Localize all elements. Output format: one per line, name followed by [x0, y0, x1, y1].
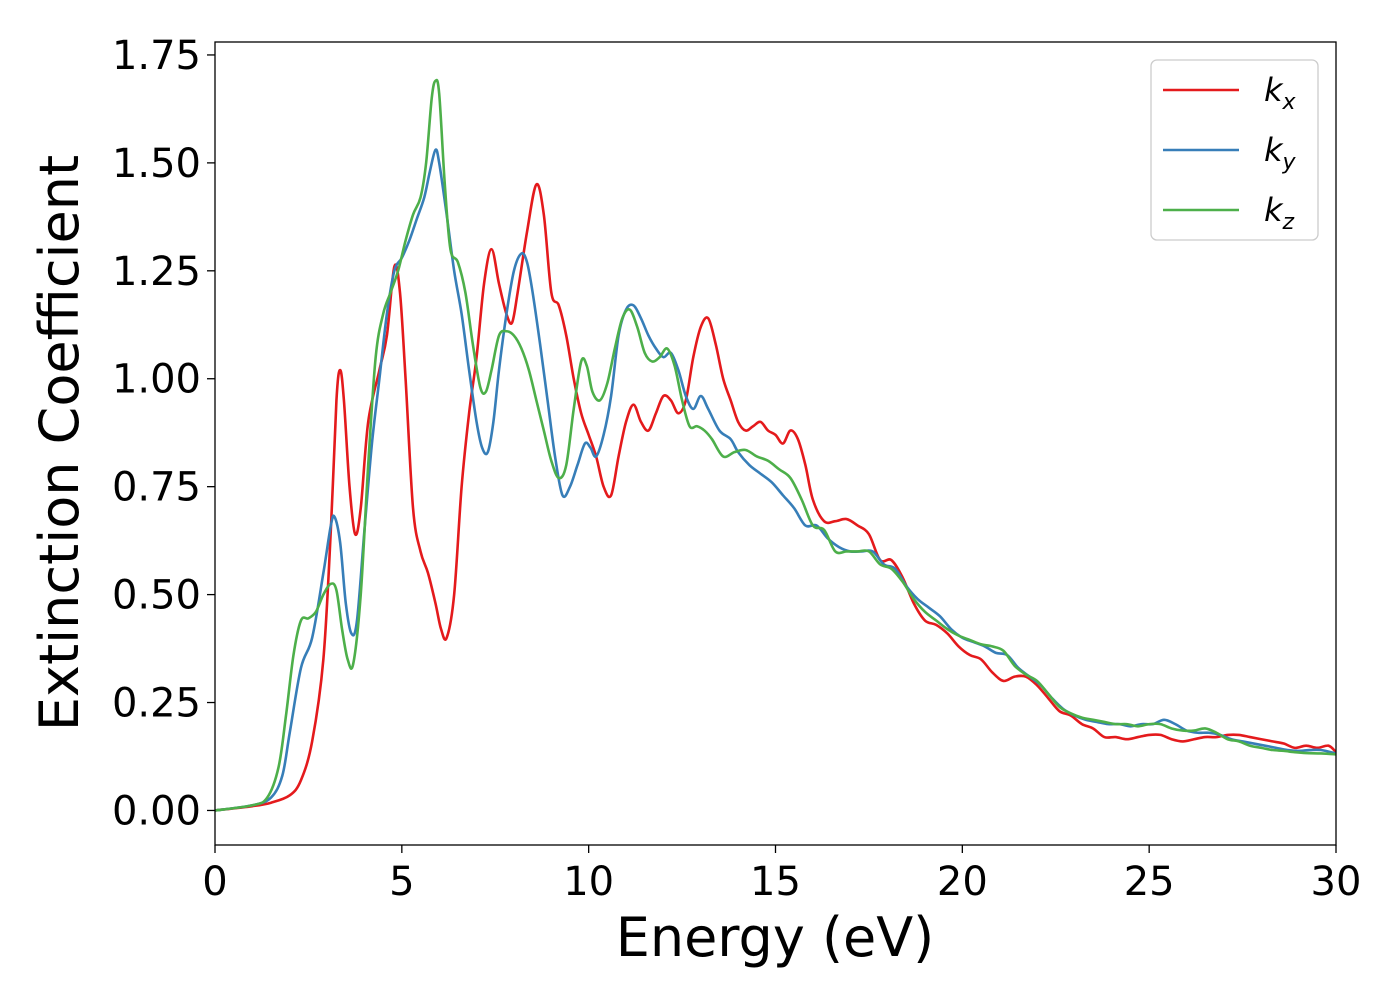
- x-tick-label: 20: [937, 859, 988, 905]
- x-axis-title: Energy (eV): [616, 906, 935, 969]
- series-line-k-z: [215, 78, 1336, 812]
- y-axis: 0.00 0.25 0.50 0.75 1.00 1.25 1.50 1.75: [112, 33, 215, 834]
- y-tick-label: 0.25: [112, 681, 201, 727]
- legend-label-subscript: x: [1282, 90, 1297, 115]
- x-tick-label: 10: [563, 859, 614, 905]
- y-tick-label: 0.00: [112, 788, 201, 834]
- x-axis: 0 5 10 15 20 25 30: [202, 845, 1361, 905]
- x-tick-label: 30: [1311, 859, 1362, 905]
- y-tick-label: 1.50: [112, 141, 201, 187]
- x-tick-label: 15: [750, 859, 801, 905]
- legend-label-symbol: k: [1264, 71, 1284, 109]
- y-tick-label: 1.00: [112, 357, 201, 403]
- legend-label-subscript: y: [1282, 150, 1297, 175]
- x-tick-label: 25: [1124, 859, 1175, 905]
- series-layer: [215, 78, 1336, 812]
- plot-area: [215, 42, 1336, 845]
- series-line-k-x: [215, 182, 1336, 812]
- x-tick-label: 0: [202, 859, 227, 905]
- legend-label-symbol: k: [1264, 191, 1284, 229]
- legend-label-k-x: kx: [1264, 71, 1297, 115]
- y-tick-label: 1.75: [112, 33, 201, 79]
- legend-label-symbol: k: [1264, 131, 1284, 169]
- y-tick-label: 0.50: [112, 573, 201, 619]
- legend-label-k-y: ky: [1264, 131, 1297, 175]
- y-axis-title: Extinction Coefficient: [28, 155, 91, 731]
- x-tick-label: 5: [389, 859, 414, 905]
- legend-label-k-z: kz: [1264, 191, 1295, 235]
- y-tick-label: 0.75: [112, 465, 201, 511]
- y-tick-label: 1.25: [112, 249, 201, 295]
- legend-label-subscript: z: [1282, 210, 1295, 235]
